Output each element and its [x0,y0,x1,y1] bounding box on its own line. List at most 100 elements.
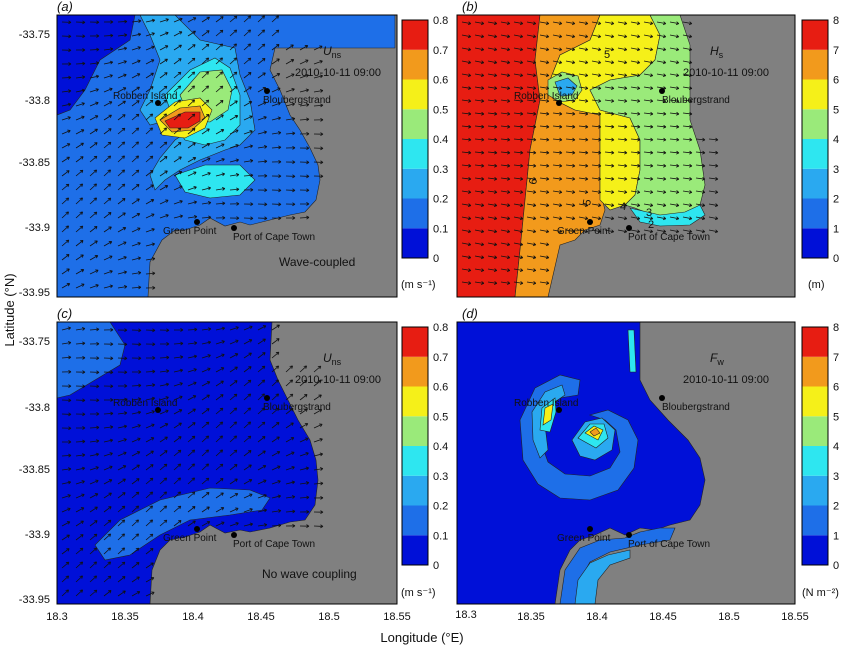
current-arrow [201,57,210,65]
current-arrow [61,534,70,541]
y-tick: -33.85 [19,464,50,476]
current-arrow [271,15,280,23]
current-arrow [513,268,524,272]
y-axis-label: Latitude (°N) [2,273,17,346]
current-arrow [578,190,589,194]
current-arrow [285,393,294,401]
current-arrow [89,412,100,416]
current-arrow [117,100,126,107]
current-arrow [201,477,210,485]
current-arrow [215,449,224,457]
current-arrow [173,113,182,121]
current-arrow [145,32,155,37]
current-arrow [117,465,127,471]
current-arrow [591,150,602,155]
current-arrow [61,156,70,163]
current-arrow [487,242,498,247]
current-arrow [173,368,184,373]
current-arrow [187,368,197,373]
current-arrow [131,562,140,569]
panel-a-deep [57,15,136,116]
colorbar-tick: 7 [833,45,839,57]
colorbar-swatch [802,535,828,565]
current-arrow [215,340,225,345]
current-arrow [89,226,98,233]
current-arrow [578,99,589,103]
robben-island-marker [556,100,562,106]
current-arrow [271,87,281,93]
current-arrow [229,143,239,149]
current-arrow [313,380,322,387]
current-arrow [75,240,84,247]
current-arrow [552,137,563,142]
current-arrow [271,436,280,443]
current-arrow [565,203,576,208]
colorbar-swatch [802,386,828,417]
colorbar-swatch [802,416,828,446]
current-arrow [145,342,156,347]
current-arrow [229,115,239,121]
current-arrow [461,111,472,116]
current-arrow [578,137,589,142]
panel-d-map [457,322,795,604]
current-arrow [617,21,628,26]
current-arrow [682,21,693,26]
current-arrow [552,34,563,39]
current-arrow [117,227,127,233]
current-arrow [131,73,141,79]
current-arrow [285,59,295,65]
panel-a-variable: Uns [323,44,342,60]
current-arrow [103,506,112,513]
current-arrow [61,521,71,527]
current-arrow [187,99,196,107]
current-arrow [313,438,323,443]
current-arrow [173,58,182,65]
current-arrow [243,144,254,149]
x-tick: 18.4 [182,611,203,623]
current-arrow [604,177,615,181]
current-arrow [285,437,295,443]
green-point-label: Green Point [163,226,217,237]
current-arrow [539,216,550,221]
current-arrow [461,34,472,39]
current-arrow [591,111,602,116]
current-arrow [695,229,706,234]
current-arrow [61,143,71,149]
current-arrow [117,424,128,429]
current-arrow [526,21,537,26]
current-arrow [604,229,615,234]
panel-a-band7 [164,111,201,129]
current-arrow [591,47,602,52]
current-arrow [500,163,511,168]
bloubergstrand-marker [659,395,665,401]
current-arrow [131,241,141,247]
current-arrow [604,73,615,78]
current-arrow [669,111,680,116]
current-arrow [669,150,680,155]
current-arrow [461,99,472,103]
current-arrow [682,177,693,181]
current-arrow [500,47,511,52]
current-arrow [89,255,99,261]
current-arrow [117,411,128,415]
current-arrow [117,505,126,513]
current-arrow [145,213,155,219]
current-arrow [591,124,602,129]
current-arrow [145,271,156,276]
current-arrow [117,451,127,457]
colorbar-swatch [802,505,828,536]
current-arrow [552,111,563,116]
current-arrow [243,450,252,457]
current-arrow [215,143,225,149]
current-arrow [61,102,72,107]
current-arrow [526,111,537,116]
current-arrow [145,199,155,205]
current-arrow [201,354,211,359]
current-arrow [299,188,310,193]
current-arrow [578,124,589,129]
current-arrow [299,131,310,136]
current-arrow [539,86,550,90]
current-arrow [461,229,472,234]
current-arrow [526,34,537,39]
current-arrow [539,203,550,208]
